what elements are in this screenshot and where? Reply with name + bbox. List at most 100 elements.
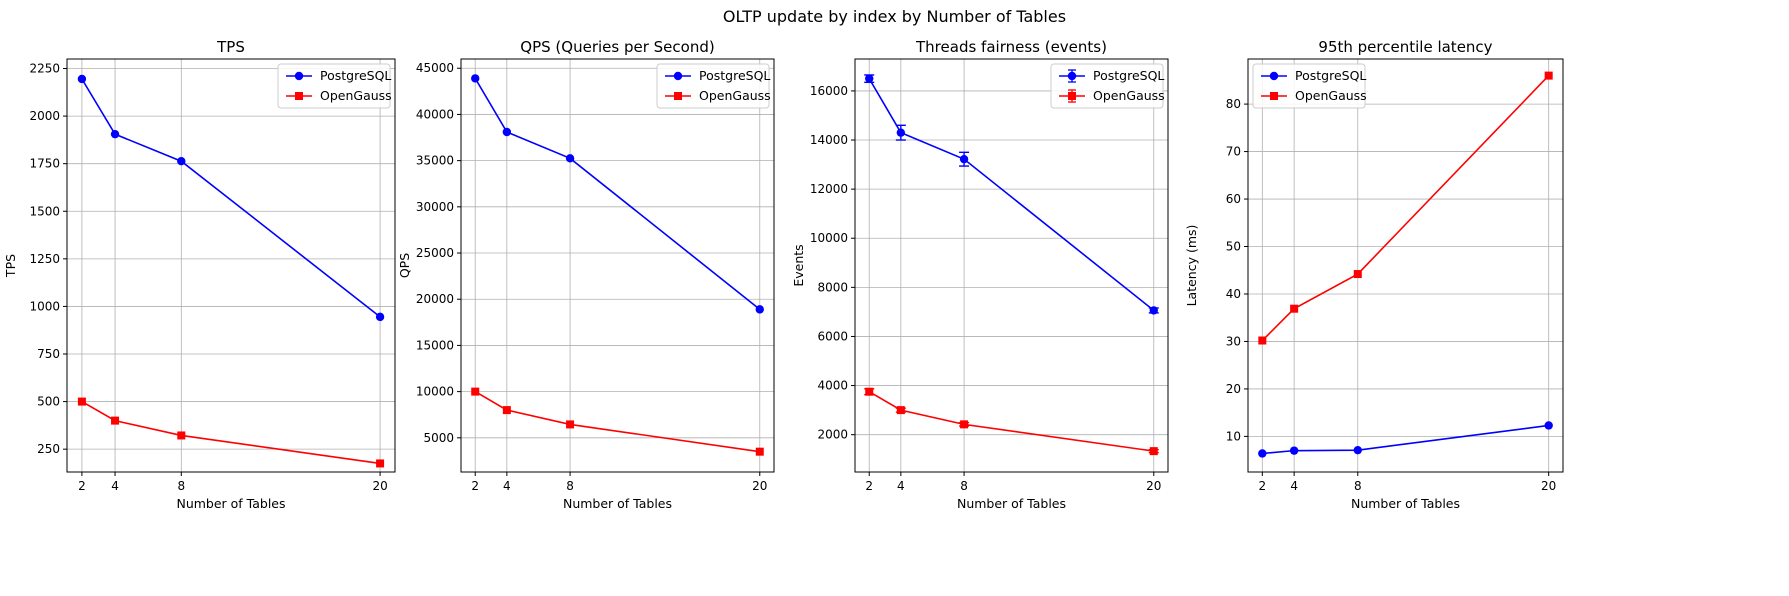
y-tick-label: 1500 <box>29 204 60 218</box>
legend-label: PostgreSQL <box>699 68 770 83</box>
data-point <box>1544 421 1553 430</box>
data-point <box>865 74 874 83</box>
y-tick-label: 35000 <box>416 154 454 168</box>
legend-marker <box>1270 92 1278 100</box>
data-point <box>755 305 764 314</box>
data-point <box>177 431 186 440</box>
x-tick-label: 20 <box>1541 479 1556 493</box>
figure-suptitle: OLTP update by index by Number of Tables <box>722 7 1067 26</box>
data-point <box>77 74 87 84</box>
x-tick-label: 8 <box>960 479 968 493</box>
y-axis-label: QPS <box>397 253 412 278</box>
data-point <box>1544 71 1553 80</box>
data-point <box>1258 336 1267 345</box>
data-point <box>502 406 511 415</box>
data-point <box>1149 447 1158 456</box>
x-tick-label: 8 <box>1354 479 1362 493</box>
y-tick-label: 2250 <box>29 62 60 76</box>
y-tick-label: 10000 <box>416 385 454 399</box>
y-tick-label: 2000 <box>29 109 60 123</box>
data-point <box>111 416 120 425</box>
y-tick-label: 45000 <box>416 61 454 75</box>
data-point <box>1290 304 1299 313</box>
y-tick-label: 4000 <box>817 379 848 393</box>
legend-label: OpenGauss <box>320 88 392 103</box>
series-line-opengauss <box>868 391 1154 452</box>
legend-box <box>656 63 770 109</box>
data-point <box>1149 306 1158 315</box>
chart-panel-4: 2 4 8 20 10 20 30 40 50 60 70 80 95th percentile lat… <box>1184 38 1564 511</box>
y-axis-label: Events <box>791 244 806 286</box>
data-point <box>896 406 905 415</box>
y-tick-label: 30000 <box>416 200 454 214</box>
axes-frame <box>854 58 1169 473</box>
legend-marker <box>1068 92 1076 100</box>
y-tick-label: 750 <box>37 347 60 361</box>
legend: PostgreSQL OpenGauss <box>656 63 771 109</box>
data-point <box>376 459 385 468</box>
y-tick-label: 20 <box>1226 382 1241 396</box>
x-tick-label: 4 <box>897 479 905 493</box>
legend-marker <box>674 92 682 100</box>
legend-marker <box>295 92 303 100</box>
series-line-opengauss <box>474 390 760 453</box>
series-line-postgresql <box>474 77 761 311</box>
legend-label: PostgreSQL <box>1093 68 1164 83</box>
x-tick-label: 4 <box>1290 479 1298 493</box>
y-tick-label: 1250 <box>29 252 60 266</box>
chart-panel-2: 2 4 8 20 5000 10000 15000 20000 25000 30000 35000 4… <box>397 38 775 511</box>
y-tick-label: 16000 <box>810 84 848 98</box>
legend-box <box>1252 63 1366 109</box>
data-point <box>896 128 906 137</box>
data-point <box>566 420 575 429</box>
y-tick-label: 6000 <box>817 329 848 343</box>
data-point <box>375 312 385 322</box>
y-axis-label: TPS <box>3 254 18 278</box>
data-point <box>755 447 764 456</box>
legend: PostgreSQL OpenGauss <box>277 63 392 109</box>
series-line-postgresql <box>868 78 1155 312</box>
y-tick-label: 70 <box>1226 145 1241 159</box>
y-tick-label: 2000 <box>817 428 848 442</box>
chart-title: 95th percentile latency <box>1318 38 1492 56</box>
y-tick-label: 40 <box>1226 287 1241 301</box>
legend-label: OpenGauss <box>699 88 771 103</box>
y-axis-label: Latency (ms) <box>1184 225 1199 307</box>
y-tick-label: 50 <box>1226 240 1241 254</box>
x-tick-label: 8 <box>177 479 185 493</box>
data-point <box>110 129 120 139</box>
chart-title: Threads fairness (events) <box>915 38 1107 56</box>
axes-frame <box>460 58 775 473</box>
y-tick-label: 1000 <box>29 299 60 313</box>
data-point <box>1353 445 1362 455</box>
legend-marker <box>1067 71 1077 81</box>
data-point <box>502 127 512 137</box>
y-tick-label: 5000 <box>423 431 454 445</box>
axes-frame <box>1247 58 1564 473</box>
y-tick-label: 1750 <box>29 157 60 171</box>
data-point <box>471 74 480 83</box>
y-tick-label: 20000 <box>416 292 454 306</box>
x-tick-label: 20 <box>752 479 767 493</box>
y-tick-label: 10 <box>1226 429 1241 443</box>
y-tick-label: 30 <box>1226 334 1241 348</box>
x-tick-label: 8 <box>566 479 574 493</box>
legend: PostgreSQL OpenGauss <box>1050 63 1165 109</box>
legend-label: OpenGauss <box>1093 88 1165 103</box>
series-line-opengauss <box>1261 75 1550 342</box>
x-tick-label: 2 <box>865 479 873 493</box>
x-tick-label: 20 <box>372 479 387 493</box>
y-tick-label: 60 <box>1226 192 1241 206</box>
chart-title: TPS <box>216 38 245 56</box>
legend-marker <box>673 71 683 81</box>
y-tick-label: 12000 <box>810 182 848 196</box>
data-point <box>959 154 969 164</box>
y-tick-label: 250 <box>37 442 60 456</box>
data-point <box>1353 270 1362 279</box>
legend-marker <box>294 71 304 81</box>
y-tick-label: 25000 <box>416 246 454 260</box>
legend: PostgreSQL OpenGauss <box>1252 63 1367 109</box>
data-point <box>565 154 575 163</box>
